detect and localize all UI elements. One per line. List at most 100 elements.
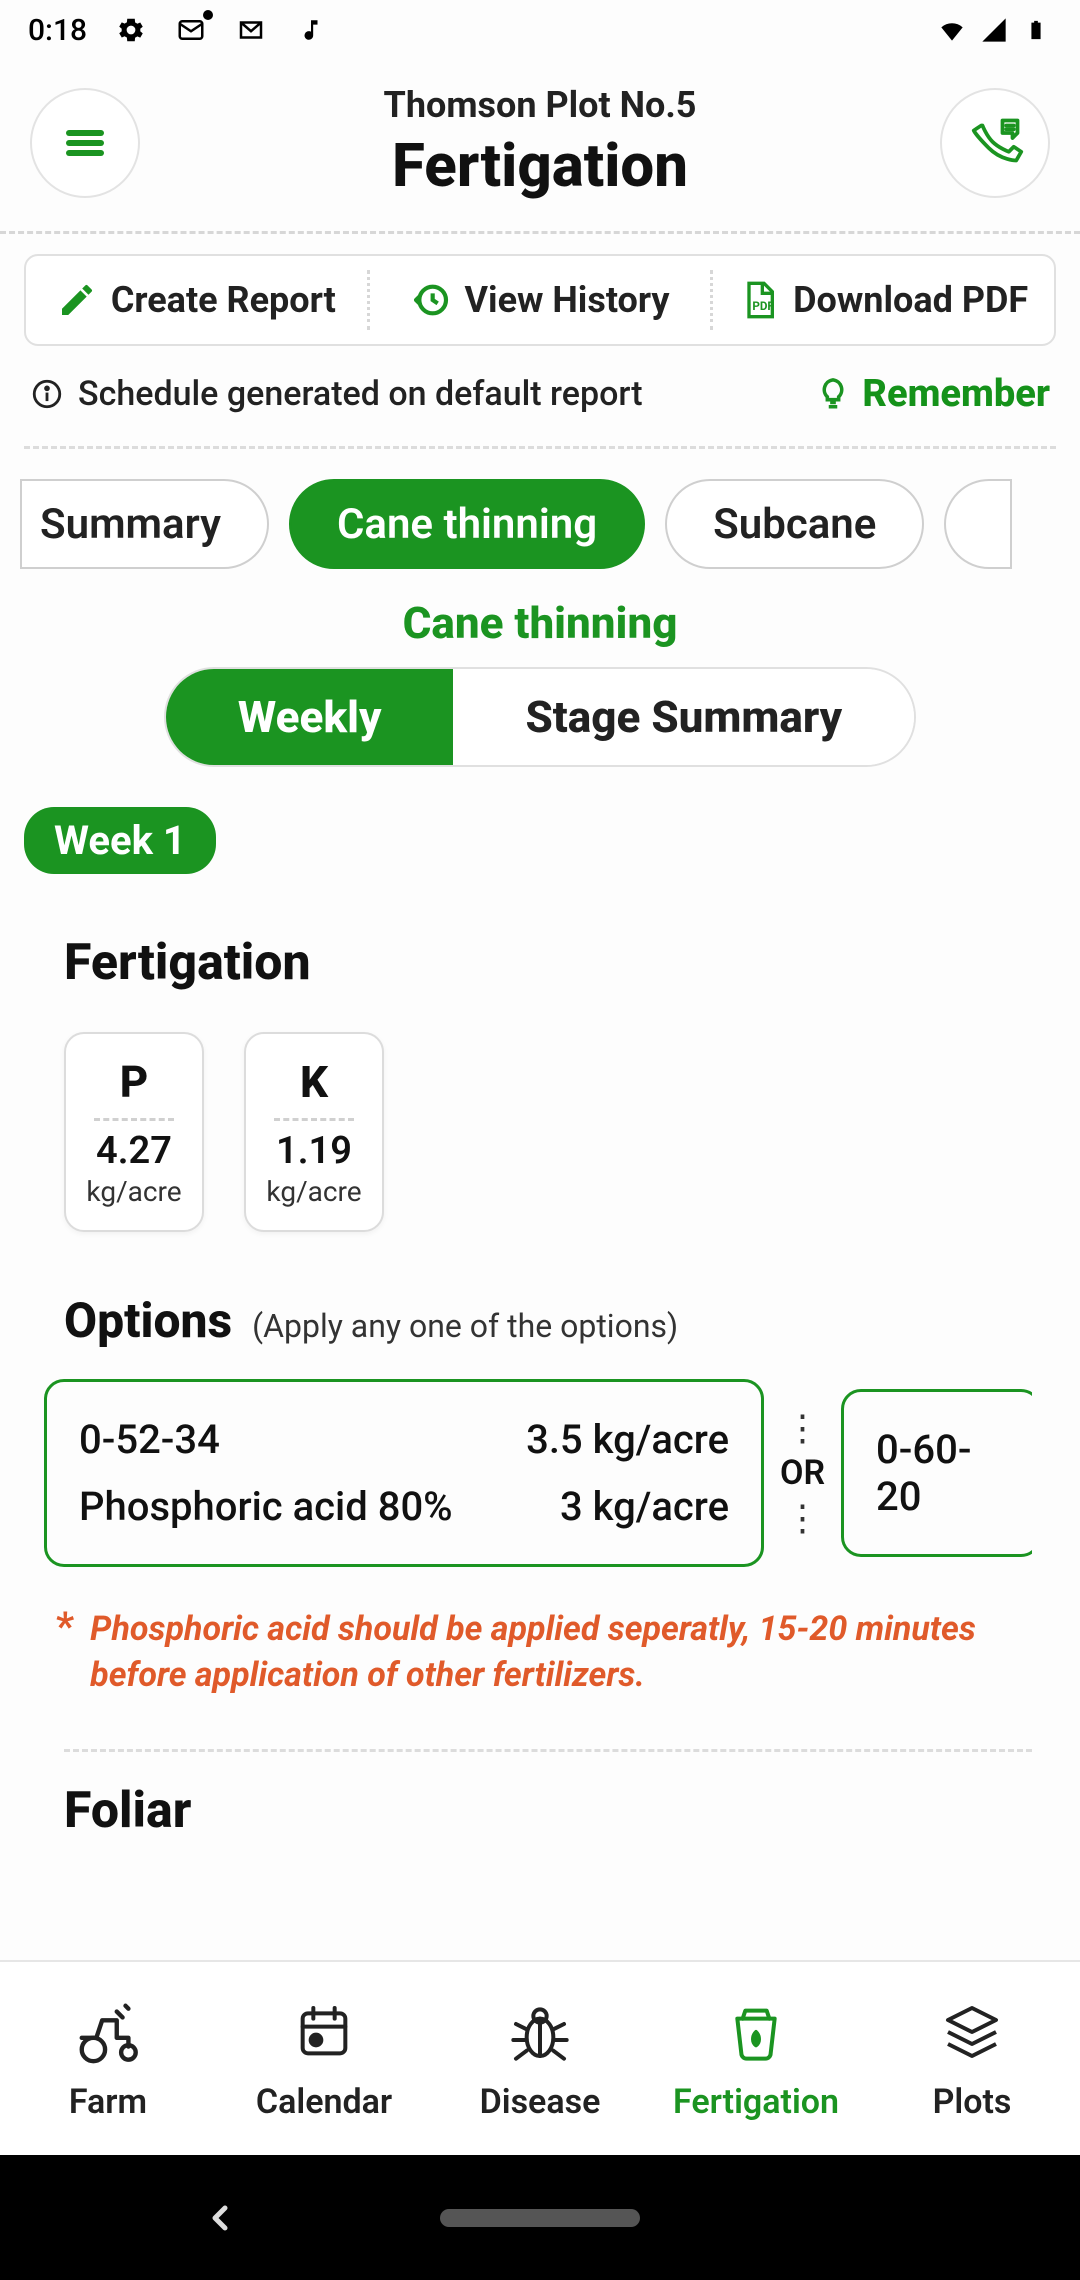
menu-button[interactable]	[30, 88, 140, 198]
calendar-icon	[288, 1996, 360, 2068]
weekly-label: Weekly	[238, 691, 382, 743]
note: * Phosphoric acid should be applied sepe…	[56, 1607, 1032, 1699]
nav-label: Plots	[933, 2082, 1012, 2122]
stage-tab-subcane[interactable]: Subcane	[665, 479, 924, 569]
pdf-icon: PDF	[739, 280, 779, 320]
mail-m-icon	[235, 14, 267, 46]
download-pdf-button[interactable]: PDF Download PDF	[713, 256, 1054, 344]
stage-tab-cane-thinning[interactable]: Cane thinning	[289, 479, 645, 569]
weekly-toggle[interactable]: Weekly	[166, 669, 454, 765]
bottom-nav: Farm Calendar Disease	[0, 1960, 1080, 2155]
hamburger-icon	[61, 119, 109, 167]
fertilizer-name: 0-60-20	[876, 1426, 1006, 1520]
view-history-button[interactable]: View History	[370, 256, 711, 344]
option-line: 0-60-20	[876, 1416, 1006, 1530]
nav-label: Disease	[480, 2082, 601, 2122]
nav-label: Fertigation	[673, 2082, 839, 2122]
remember-label: Remember	[862, 372, 1050, 416]
system-back-button[interactable]	[200, 2198, 240, 2238]
layers-icon	[936, 1996, 1008, 2068]
nav-label: Calendar	[256, 2082, 392, 2122]
options-title: Options	[64, 1292, 232, 1349]
nutrient-symbol: K	[300, 1056, 328, 1108]
status-time: 0:18	[28, 13, 87, 48]
info-row: Schedule generated on default report Rem…	[0, 346, 1080, 426]
action-row: Create Report View History PDF Download …	[24, 254, 1056, 346]
nutrient-symbol: P	[120, 1056, 149, 1108]
nav-calendar[interactable]: Calendar	[216, 1962, 432, 2155]
create-report-label: Create Report	[111, 279, 336, 321]
battery-icon	[1020, 14, 1052, 46]
gear-icon	[115, 14, 147, 46]
bulb-icon	[816, 377, 850, 411]
fertigation-heading: Fertigation	[64, 934, 1032, 992]
nutrient-value: 4.27	[96, 1129, 172, 1173]
nav-plots[interactable]: Plots	[864, 1962, 1080, 2155]
content: Fertigation P 4.27 kg/acre K 1.19 kg/acr…	[0, 874, 1080, 1880]
nutrient-unit: kg/acre	[266, 1175, 361, 1208]
divider	[274, 1118, 354, 1121]
options-subtitle: (Apply any one of the options)	[252, 1307, 678, 1345]
stage-tab-label: Summary	[40, 500, 221, 549]
schedule-info-text: Schedule generated on default report	[78, 374, 643, 414]
option-line: 0-52-34 3.5 kg/acre	[79, 1406, 729, 1473]
nutrient-unit: kg/acre	[86, 1175, 181, 1208]
dots-icon	[785, 1497, 821, 1539]
nav-disease[interactable]: Disease	[432, 1962, 648, 2155]
stage-tabs: Summary Cane thinning Subcane	[0, 479, 1080, 569]
stage-tab-next[interactable]	[944, 479, 1012, 569]
nav-farm[interactable]: Farm	[0, 1962, 216, 2155]
fertilizer-qty: 3.5 kg/acre	[526, 1416, 729, 1463]
system-nav-bar	[0, 2155, 1080, 2280]
week-badge: Week 1	[24, 807, 216, 874]
create-report-button[interactable]: Create Report	[26, 256, 367, 344]
stage-tab-label: Cane thinning	[337, 500, 597, 549]
page-title: Fertigation	[140, 130, 940, 201]
stage-summary-toggle[interactable]: Stage Summary	[453, 669, 914, 765]
option-card-1[interactable]: 0-52-34 3.5 kg/acre Phosphoric acid 80% …	[44, 1379, 764, 1567]
signal-icon	[978, 14, 1010, 46]
or-label: OR	[780, 1453, 825, 1493]
or-separator: OR	[780, 1407, 825, 1539]
asterisk-icon: *	[56, 1607, 74, 1699]
header: Thomson Plot No.5 Fertigation	[0, 60, 1080, 221]
foliar-heading: Foliar	[64, 1782, 1032, 1840]
nutrient-card-k: K 1.19 kg/acre	[244, 1032, 384, 1232]
edit-icon	[57, 280, 97, 320]
fertilizer-name: 0-52-34	[79, 1416, 220, 1463]
divider	[24, 446, 1056, 449]
nav-fertigation[interactable]: Fertigation	[648, 1962, 864, 2155]
download-pdf-label: Download PDF	[793, 279, 1028, 321]
remember-button[interactable]: Remember	[816, 372, 1050, 416]
stage-tab-label: Subcane	[713, 500, 876, 549]
mail-dot-icon	[175, 14, 207, 46]
support-call-button[interactable]	[940, 88, 1050, 198]
nutrient-card-p: P 4.27 kg/acre	[64, 1032, 204, 1232]
svg-text:PDF: PDF	[752, 299, 774, 313]
wifi-icon	[936, 14, 968, 46]
fertilizer-name: Phosphoric acid 80%	[79, 1483, 453, 1530]
divider	[0, 231, 1080, 234]
option-card-2[interactable]: 0-60-20	[841, 1389, 1032, 1557]
stage-tab-summary[interactable]: Summary	[20, 479, 269, 569]
view-toggle: Weekly Stage Summary	[0, 667, 1080, 767]
bug-icon	[504, 1996, 576, 2068]
nutrient-row: P 4.27 kg/acre K 1.19 kg/acre	[64, 1032, 1032, 1232]
option-line: Phosphoric acid 80% 3 kg/acre	[79, 1473, 729, 1540]
options-row: 0-52-34 3.5 kg/acre Phosphoric acid 80% …	[44, 1379, 1032, 1567]
history-icon	[411, 280, 451, 320]
dots-icon	[785, 1407, 821, 1449]
music-icon	[295, 14, 327, 46]
nav-label: Farm	[69, 2082, 147, 2122]
nutrient-value: 1.19	[276, 1129, 352, 1173]
view-history-label: View History	[465, 279, 670, 321]
fertilizer-qty: 3 kg/acre	[560, 1483, 729, 1530]
fertigation-icon	[720, 1996, 792, 2068]
phone-chat-icon	[965, 113, 1025, 173]
info-icon	[30, 377, 64, 411]
stage-summary-label: Stage Summary	[525, 691, 842, 743]
system-home-pill[interactable]	[440, 2209, 640, 2227]
note-text: Phosphoric acid should be applied sepera…	[90, 1607, 1032, 1699]
plot-name: Thomson Plot No.5	[140, 84, 940, 126]
divider	[64, 1749, 1032, 1752]
